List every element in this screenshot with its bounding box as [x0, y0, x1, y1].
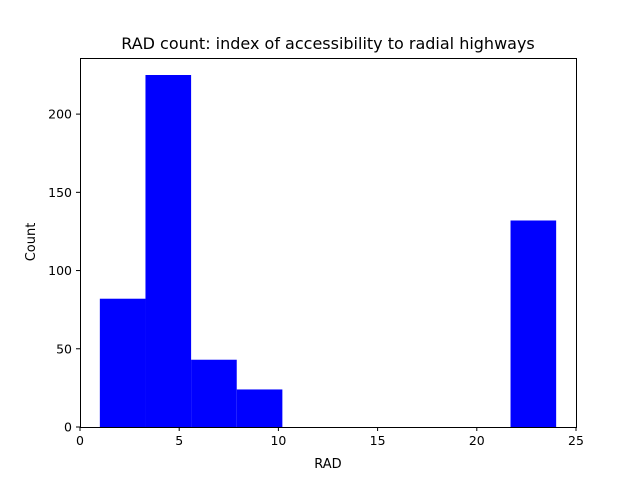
chart-title: RAD count: index of accessibility to rad… [121, 34, 535, 53]
x-tick-label: 5 [175, 433, 183, 448]
y-tick-label: 150 [48, 185, 72, 200]
y-axis-label: Count [24, 223, 39, 262]
histogram-bar [99, 298, 146, 427]
y-tick-label: 200 [48, 107, 72, 122]
y-tick-label: 0 [64, 420, 72, 435]
histogram-bar [236, 389, 283, 427]
histogram-bar [145, 75, 192, 427]
x-axis-label: RAD [314, 457, 341, 472]
x-tick-label: 20 [469, 433, 485, 448]
plot-frame [80, 58, 577, 428]
y-tick-label: 50 [56, 341, 72, 356]
histogram-bar [510, 220, 557, 427]
y-axis-ticks: 0 50 100 150 200 [48, 107, 80, 435]
x-tick-label: 15 [370, 433, 386, 448]
x-axis-ticks: 0 5 10 15 20 25 [76, 427, 584, 448]
histogram-bar [191, 359, 237, 427]
x-tick-label: 0 [76, 433, 84, 448]
y-tick-label: 100 [48, 263, 72, 278]
x-tick-label: 10 [270, 433, 286, 448]
bars-group [99, 75, 557, 427]
x-tick-label: 25 [568, 433, 584, 448]
